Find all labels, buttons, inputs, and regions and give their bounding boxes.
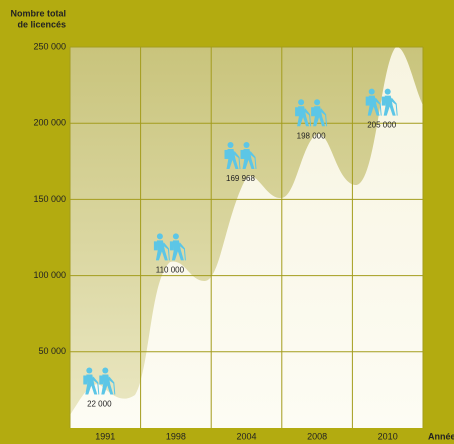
y-axis-title: de licencés <box>17 19 66 29</box>
x-tick-label: 2004 <box>236 431 256 441</box>
value-label: 169 968 <box>226 174 255 183</box>
value-label: 198 000 <box>297 131 326 140</box>
y-tick-label: 100 000 <box>33 270 66 280</box>
y-tick-label: 50 000 <box>38 346 66 356</box>
x-axis-title: Année <box>428 431 454 441</box>
chart: Nombre total de licencés Année 50 000 100… <box>0 0 454 444</box>
x-tick-label: 1991 <box>95 431 115 441</box>
value-label: 22 000 <box>87 400 112 409</box>
x-tick-label: 2008 <box>307 431 327 441</box>
page: Nombre total de licencés Année 50 000 100… <box>0 0 454 444</box>
value-label: 205 000 <box>367 121 396 130</box>
y-axis-title: Nombre total <box>10 8 66 18</box>
y-tick-label: 250 000 <box>33 41 66 51</box>
x-tick-label: 2010 <box>378 431 398 441</box>
x-tick-label: 1998 <box>166 431 186 441</box>
y-tick-label: 200 000 <box>33 118 66 128</box>
value-label: 110 000 <box>156 265 185 274</box>
y-tick-label: 150 000 <box>33 194 66 204</box>
